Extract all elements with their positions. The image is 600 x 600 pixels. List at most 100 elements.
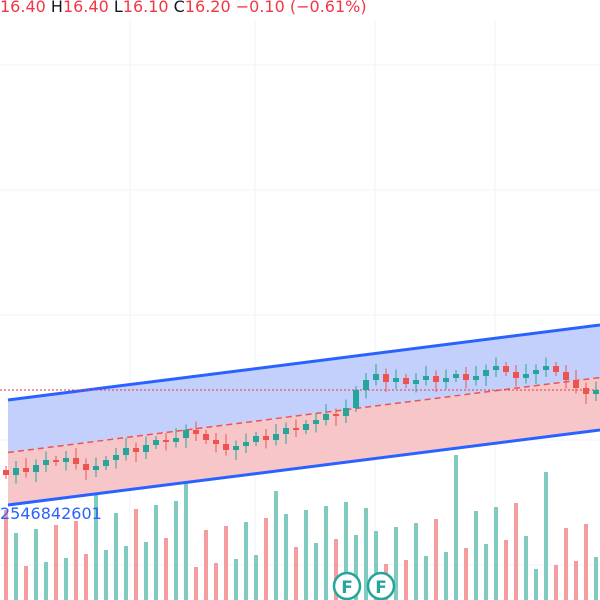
candle-body-26 [263,436,269,440]
volume-bars [4,455,598,600]
chart-grid [0,20,600,600]
candle-body-11 [113,455,119,460]
volume-bar-0 [4,510,8,600]
volume-bar-1 [14,533,18,600]
volume-bar-37 [374,531,378,600]
candles [3,357,599,484]
volume-bar-57 [574,561,578,600]
volume-bar-49 [494,507,498,600]
volume-bar-46 [464,548,468,600]
volume-bar-56 [564,528,568,600]
volume-bar-43 [434,519,438,600]
candle-body-16 [163,440,169,442]
volume-bar-44 [444,552,448,600]
candle-body-56 [563,372,569,380]
close-label: C [173,0,185,16]
volume-bar-11 [114,513,118,600]
candle-body-38 [383,374,389,382]
volume-bar-6 [64,558,68,600]
volume-bar-18 [184,474,188,600]
event-marker-circle-1 [366,571,396,600]
candle-body-44 [443,378,449,382]
volume-bar-51 [514,503,518,600]
low-label: L [113,0,123,16]
candle-body-5 [53,460,59,462]
volume-bar-21 [214,563,218,600]
candle-body-48 [483,370,489,376]
volume-bar-24 [244,522,248,600]
candle-body-14 [143,445,149,452]
volume-bar-45 [454,455,458,600]
volume-bar-20 [204,530,208,600]
candle-body-3 [33,465,39,472]
regression-channel [0,323,600,507]
candle-body-47 [473,376,479,380]
channel-upper-line [7,323,600,402]
candle-body-35 [353,390,359,408]
volume-bar-40 [404,560,408,600]
candle-body-49 [493,366,499,370]
candle-body-30 [303,424,309,430]
volume-bar-16 [164,538,168,600]
candle-body-10 [103,460,109,466]
volume-bar-14 [144,542,148,600]
volume-bar-41 [414,523,418,600]
event-marker-label-0: F [341,578,353,598]
volume-bar-3 [34,529,38,600]
candle-body-2 [23,468,29,472]
candle-body-18 [183,430,189,438]
candle-body-31 [313,420,319,424]
channel-lower-fill [8,377,600,505]
candle-body-21 [213,440,219,444]
volume-bar-33 [334,539,338,600]
event-marker-circle-0 [332,571,362,600]
volume-bar-10 [104,550,108,600]
candle-body-20 [203,434,209,440]
channel-lower-line [7,428,600,507]
volume-bar-4 [44,562,48,600]
volume-bar-26 [264,518,268,600]
volume-bar-47 [474,511,478,600]
candle-body-1 [13,468,19,475]
volume-bar-15 [154,505,158,600]
candle-body-19 [193,430,199,434]
volume-bar-25 [254,555,258,600]
candle-body-13 [133,448,139,452]
candle-body-24 [243,442,249,446]
event-marker-label-1: F [375,578,387,598]
volume-bar-22 [224,526,228,600]
candle-body-40 [403,378,409,384]
candle-body-51 [513,372,519,378]
volume-bar-55 [554,565,558,600]
candle-body-6 [63,458,69,462]
candle-body-50 [503,366,509,372]
candle-body-43 [433,376,439,382]
high-value: 16.40 [62,0,109,16]
channel-upper-fill [8,325,600,453]
volume-bar-13 [134,509,138,600]
volume-bar-58 [584,524,588,600]
volume-bar-28 [284,514,288,600]
volume-bar-31 [314,543,318,600]
volume-bar-32 [324,506,328,600]
candle-body-23 [233,446,239,450]
candle-body-54 [543,366,549,370]
candle-body-53 [533,370,539,374]
volume-bar-27 [274,491,278,600]
candle-body-17 [173,438,179,442]
volume-bar-52 [524,536,528,600]
candle-body-0 [3,470,9,475]
candle-body-57 [573,380,579,388]
candle-body-58 [583,388,589,394]
change-value: −0.10 (−0.61%) [235,0,367,16]
candle-body-32 [323,414,329,420]
volume-bar-59 [594,557,598,600]
candle-body-46 [463,374,469,380]
volume-bar-53 [534,569,538,600]
candle-body-28 [283,428,289,434]
volume-bar-35 [354,535,358,600]
volume-bar-8 [84,554,88,600]
volume-bar-17 [174,501,178,600]
